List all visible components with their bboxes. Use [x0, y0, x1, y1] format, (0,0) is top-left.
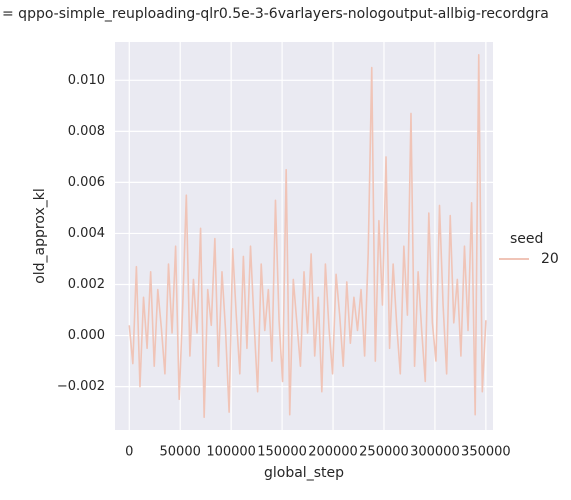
x-tick-label: 200000: [308, 445, 358, 460]
x-tick-label: 350000: [461, 445, 511, 460]
y-tick-label: 0.006: [68, 175, 105, 190]
y-tick-label: −0.002: [57, 379, 105, 394]
plot-area: [115, 42, 493, 430]
y-tick-label: 0.000: [68, 328, 105, 343]
legend-title: seed: [510, 231, 543, 247]
series-line: [128, 53, 487, 419]
y-axis-label: old_approx_kl: [32, 188, 48, 284]
y-tick-label: 0.010: [68, 73, 105, 88]
x-tick-label: 150000: [257, 445, 307, 460]
legend-label: 20: [541, 251, 559, 267]
chart-title: = qppo-simple_reuploading-qlr0.5e-3-6var…: [2, 6, 549, 22]
y-tick-label: 0.002: [68, 277, 105, 292]
y-tick-label: 0.008: [68, 124, 105, 139]
x-tick-label: 300000: [410, 445, 460, 460]
x-tick-label: 100000: [206, 445, 256, 460]
y-tick-label: 0.004: [68, 226, 105, 241]
x-axis-label: global_step: [264, 465, 344, 481]
x-tick-label: 0: [125, 445, 133, 460]
x-tick-label: 50000: [160, 445, 201, 460]
x-tick-label: 250000: [359, 445, 409, 460]
